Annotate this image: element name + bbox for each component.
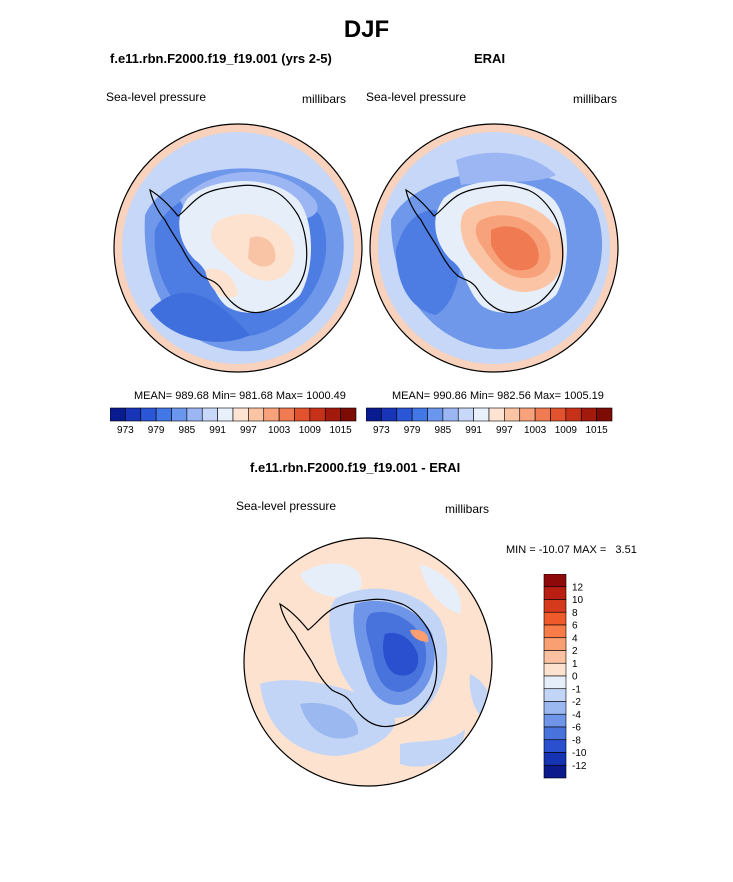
obs-colorbar-swatch: [442, 407, 459, 422]
obs-colorbar-tick-label: 1003: [524, 425, 547, 436]
obs-colorbar-tick-label: 997: [496, 425, 513, 436]
obs-colorbar-tick-label: 973: [373, 425, 390, 436]
diff-colorbar-tick-label: 12: [572, 582, 584, 593]
obs-panel-title: ERAI: [474, 51, 506, 66]
model-colorbar-swatch: [110, 407, 126, 422]
diff-colorbar-swatch: [543, 764, 567, 779]
model-colorbar-swatch: [171, 407, 188, 422]
diff-map: [243, 537, 493, 787]
model-colorbar-swatch: [248, 407, 265, 422]
obs-colorbar-swatch: [381, 407, 398, 422]
model-colorbar-tick-label: 1015: [330, 425, 353, 436]
model-colorbar-tick-label: 973: [117, 425, 134, 436]
diff-colorbar-swatch: [543, 675, 567, 690]
diff-colorbar-tick-label: -8: [572, 735, 581, 746]
obs-colorbar-swatch: [519, 407, 536, 422]
model-colorbar-swatch: [278, 407, 295, 422]
diff-colorbar-tick-label: -6: [572, 723, 581, 734]
obs-colorbar-swatch: [504, 407, 521, 422]
figure-title: DJF: [343, 16, 390, 43]
model-variable-label: Sea-level pressure: [106, 90, 207, 104]
obs-colorbar-tick-label: 985: [435, 425, 452, 436]
obs-colorbar-swatch: [411, 407, 428, 422]
model-colorbar-swatch: [125, 407, 142, 422]
obs-variable-label: Sea-level pressure: [366, 90, 467, 104]
obs-colorbar-tick-label: 1009: [555, 425, 578, 436]
diff-colorbar-tick-label: 8: [572, 608, 578, 619]
model-panel-title: f.e11.rbn.F2000.f19_f19.001 (yrs 2-5): [110, 51, 332, 66]
diff-colorbar-tick-label: 10: [572, 595, 584, 606]
model-colorbar-swatch: [263, 407, 280, 422]
obs-map: [369, 123, 619, 373]
diff-stats: MIN = -10.07 MAX = 3.51: [506, 544, 637, 556]
model-colorbar-tick-label: 979: [148, 425, 165, 436]
diff-units-label: millibars: [445, 502, 490, 516]
diff-colorbar-tick-label: 4: [572, 633, 578, 644]
obs-colorbar-swatch: [457, 407, 474, 422]
diff-colorbar-swatch: [543, 726, 567, 741]
model-colorbar-swatch: [324, 407, 341, 422]
obs-colorbar-swatch: [565, 407, 582, 422]
obs-colorbar-swatch: [488, 407, 505, 422]
obs-colorbar-swatch: [473, 407, 490, 422]
obs-colorbar-tick-label: 1015: [586, 425, 609, 436]
obs-colorbar-swatch: [534, 407, 551, 422]
obs-colorbar-tick-label: 979: [404, 425, 421, 436]
model-colorbar: 973 979 985 991 997 1003 1009 1015: [110, 407, 357, 436]
model-stats: MEAN= 989.68 Min= 981.68 Max= 1000.49: [134, 390, 346, 402]
diff-colorbar-tick-label: -2: [572, 697, 581, 708]
diff-variable-label: Sea-level pressure: [236, 499, 337, 513]
obs-colorbar: 973 979 985 991 997 1003 1009 1015: [366, 407, 613, 436]
model-colorbar-swatch: [232, 407, 249, 422]
model-colorbar-swatch: [140, 407, 157, 422]
model-colorbar-tick-label: 985: [179, 425, 196, 436]
obs-colorbar-swatch: [580, 407, 597, 422]
model-colorbar-tick-label: 1003: [268, 425, 291, 436]
diff-colorbar-swatch: [543, 662, 567, 677]
diff-colorbar-swatch: [543, 637, 567, 651]
diff-colorbar-tick-label: 2: [572, 646, 578, 657]
diff-panel-title: f.e11.rbn.F2000.f19_f19.001 - ERAI: [250, 460, 461, 475]
model-colorbar-tick-label: 1009: [299, 425, 322, 436]
obs-colorbar-swatch: [427, 407, 444, 422]
obs-colorbar-swatch: [550, 407, 567, 422]
model-colorbar-swatch: [186, 407, 203, 422]
obs-colorbar-swatch: [596, 407, 613, 422]
model-colorbar-tick-label: 997: [240, 425, 257, 436]
diff-colorbar-tick-label: 6: [572, 621, 578, 632]
diff-colorbar-swatch: [543, 624, 567, 639]
diff-colorbar-swatch: [543, 739, 567, 753]
model-colorbar-tick-label: 991: [209, 425, 226, 436]
diff-colorbar-swatch: [543, 599, 567, 613]
diff-colorbar-swatch: [543, 752, 567, 766]
model-colorbar-swatch: [155, 407, 172, 422]
obs-colorbar-swatch: [396, 407, 413, 422]
model-map: [113, 123, 363, 373]
diff-colorbar-swatch: [543, 574, 567, 588]
diff-colorbar-tick-label: -1: [572, 684, 581, 695]
diff-colorbar-tick-label: -12: [572, 761, 587, 772]
diff-colorbar-tick-label: 1: [572, 659, 578, 670]
diff-colorbar-swatch: [543, 701, 567, 715]
model-units-label: millibars: [302, 92, 347, 106]
model-colorbar-swatch: [294, 407, 311, 422]
model-colorbar-swatch: [340, 407, 357, 422]
diff-colorbar-swatch: [543, 713, 567, 728]
model-colorbar-swatch: [201, 407, 218, 422]
diff-colorbar-swatch: [543, 586, 567, 600]
diff-colorbar-swatch: [543, 688, 567, 702]
obs-colorbar-swatch: [366, 407, 382, 422]
diff-colorbar-tick-label: -4: [572, 710, 581, 721]
diff-colorbar-tick-label: -10: [572, 748, 587, 759]
model-colorbar-swatch: [217, 407, 234, 422]
obs-stats: MEAN= 990.86 Min= 982.56 Max= 1005.19: [392, 390, 604, 402]
obs-units-label: millibars: [573, 92, 618, 106]
diff-colorbar-tick-label: 0: [572, 672, 578, 683]
model-colorbar-swatch: [309, 407, 326, 422]
diff-colorbar-swatch: [543, 650, 567, 664]
obs-colorbar-tick-label: 991: [465, 425, 482, 436]
diff-colorbar-swatch: [543, 611, 567, 626]
